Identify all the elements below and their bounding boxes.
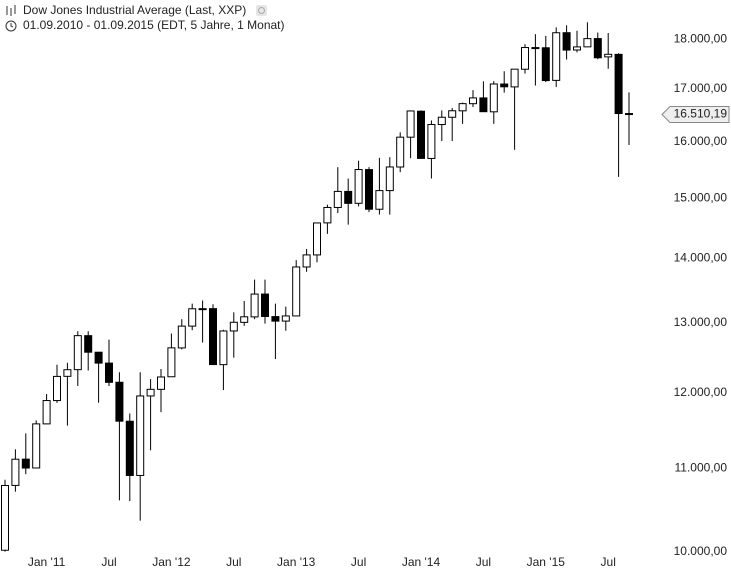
candle-body: [489, 83, 498, 113]
candle-body: [479, 97, 488, 113]
y-tick-label: 13.000,00: [674, 315, 728, 329]
x-tick-label: Jan '14: [402, 555, 441, 569]
y-tick-label: 17.000,00: [674, 81, 728, 95]
candle-body: [229, 321, 238, 332]
candle-body: [406, 110, 415, 138]
candle-body: [73, 335, 82, 371]
candle-body: [344, 190, 353, 204]
candle-body: [240, 316, 249, 323]
chart-subtitle: 01.09.2010 - 01.09.2015 (EDT, 5 Jahre, 1…: [23, 18, 285, 32]
candle-body: [271, 316, 280, 322]
clock-icon: [5, 20, 17, 32]
y-tick-label: 16.000,00: [674, 134, 728, 148]
candle-body: [281, 315, 290, 322]
candle-body: [562, 32, 571, 51]
candle-body: [42, 400, 51, 425]
candle-body: [157, 376, 165, 390]
y-tick-label: 12.000,00: [674, 385, 728, 399]
x-tick-label: Jul: [601, 555, 616, 569]
candle-body: [1, 484, 9, 551]
candle-body: [354, 169, 363, 204]
y-tick-label: 10.000,00: [674, 544, 728, 558]
candle-body: [604, 53, 613, 58]
x-tick-label: Jan '11: [28, 555, 66, 569]
candle-body: [188, 308, 197, 327]
candle-body: [21, 458, 30, 469]
candle-body: [84, 335, 93, 353]
candle-body: [552, 32, 561, 81]
x-tick-label: Jan '12: [152, 555, 191, 569]
settings-icon[interactable]: [256, 5, 267, 16]
x-tick-label: Jul: [476, 555, 491, 569]
candle-body: [11, 458, 20, 486]
candle-body: [417, 110, 425, 159]
candle-body: [521, 47, 529, 70]
y-tick-label: 11.000,00: [675, 461, 728, 475]
candle-body: [333, 190, 342, 208]
candle-body: [105, 362, 113, 383]
candle-body: [365, 169, 373, 210]
x-tick-label: Jan '13: [277, 555, 316, 569]
candle-body: [313, 222, 321, 256]
y-tick-label: 18.000,00: [674, 31, 728, 45]
candle-body: [437, 116, 446, 126]
candle-body: [94, 351, 103, 364]
candle-body: [396, 136, 405, 168]
candle-body: [261, 293, 269, 317]
candle-body: [573, 46, 581, 51]
candle-body: [177, 325, 186, 349]
current-price-marker: [661, 105, 730, 123]
candle-body: [625, 113, 633, 116]
candle-body: [531, 47, 540, 50]
candle-body: [250, 293, 259, 318]
candle-body: [427, 123, 436, 159]
candle-body: [323, 206, 332, 224]
candle-body: [583, 38, 592, 48]
y-tick-label: 15.000,00: [674, 190, 728, 204]
candle-body: [458, 103, 467, 112]
candle-body: [375, 190, 384, 210]
candle-body: [541, 47, 550, 82]
candle-body: [32, 423, 41, 469]
candle-body: [136, 395, 145, 476]
candle-body: [593, 38, 602, 59]
candle-body: [53, 375, 61, 402]
candle-body: [146, 388, 155, 397]
candle-body: [292, 266, 301, 317]
candle-body: [63, 369, 72, 377]
y-tick-label: 14.000,00: [674, 250, 728, 264]
candle-body: [209, 308, 217, 366]
candle-body: [198, 308, 207, 311]
candle-body: [219, 330, 228, 366]
candle-body: [448, 110, 457, 118]
chart-title: Dow Jones Industrial Average (Last, XXP): [23, 3, 246, 17]
x-tick-label: Jul: [226, 555, 241, 569]
candle-body: [167, 347, 176, 378]
x-tick-label: Jan '15: [527, 555, 566, 569]
candle-body: [385, 166, 394, 192]
candle-body: [469, 97, 477, 105]
candle-body: [302, 254, 311, 268]
candle-body: [500, 83, 509, 88]
current-price-label: 16.510,19: [674, 107, 728, 121]
x-tick-label: Jul: [351, 555, 366, 569]
chart-icon: [6, 5, 16, 16]
x-tick-label: Jul: [101, 555, 116, 569]
candle-body: [510, 68, 519, 88]
candle-body: [115, 381, 124, 422]
candle-body: [614, 53, 623, 115]
candle-body: [125, 420, 134, 476]
